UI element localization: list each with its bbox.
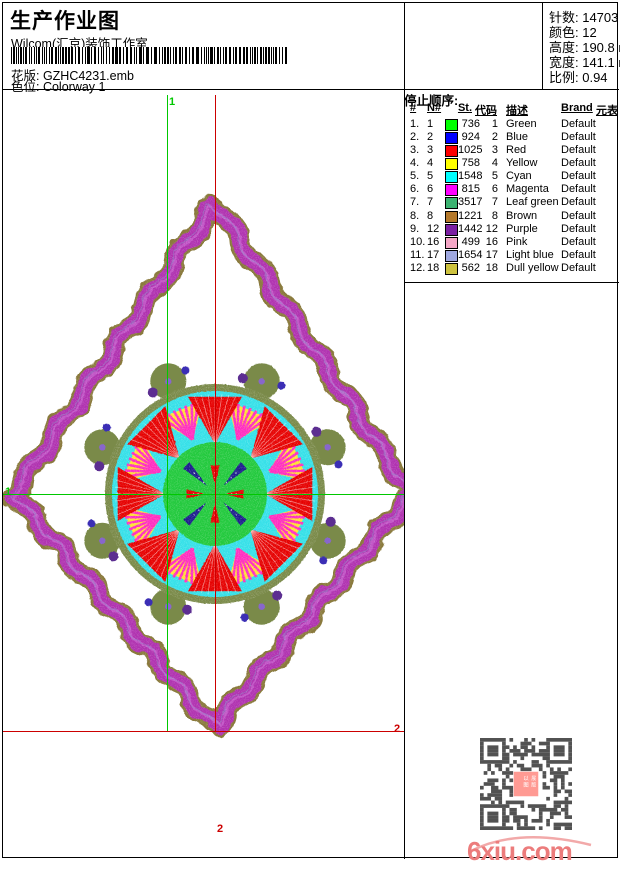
svg-text:展: 展 <box>531 776 536 782</box>
svg-text:版: 版 <box>531 782 536 789</box>
svg-text:图: 图 <box>523 781 528 789</box>
svg-text:以: 以 <box>523 776 529 782</box>
svg-text:6xiu.com: 6xiu.com <box>467 836 572 866</box>
